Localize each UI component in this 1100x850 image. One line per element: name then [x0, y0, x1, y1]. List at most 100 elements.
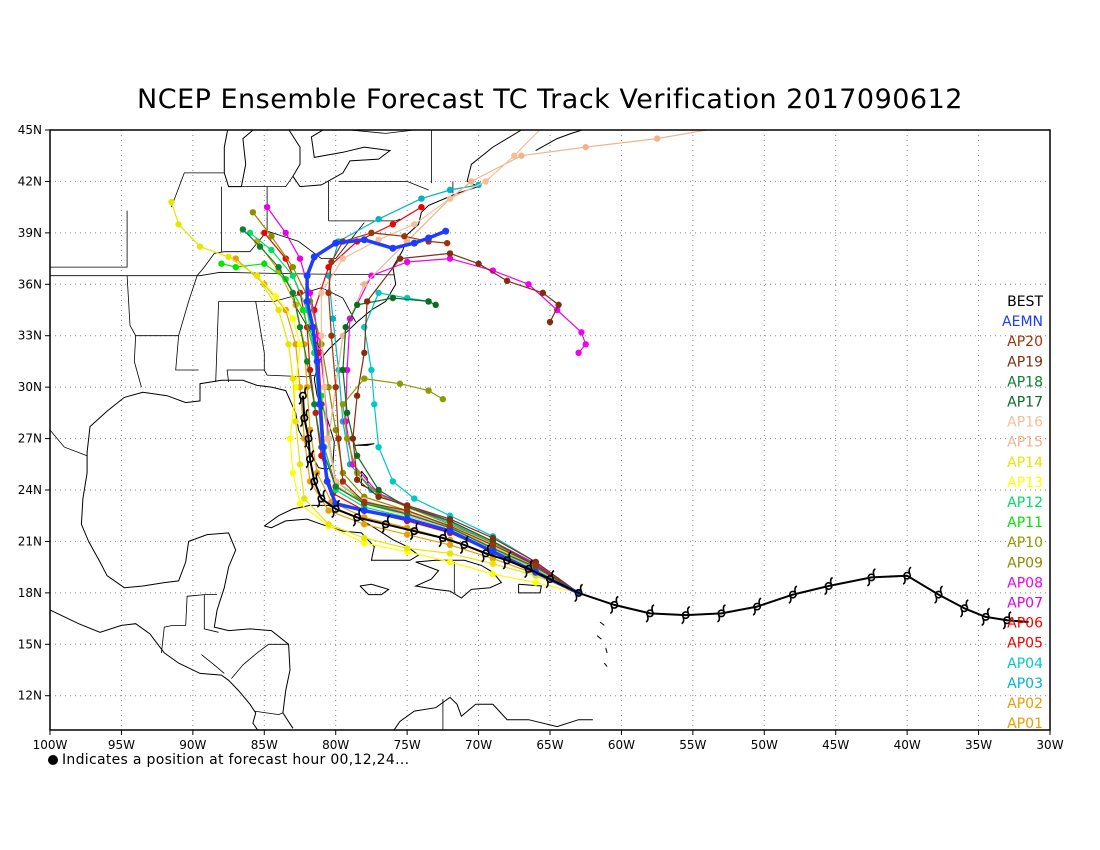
- track-position-dot: [325, 263, 332, 271]
- hurricane-arm: [309, 483, 314, 491]
- y-tick-label: 18N: [18, 586, 42, 600]
- hurricane-arm: [866, 579, 871, 587]
- hurricane-symbol-icon: [824, 576, 834, 596]
- track-position-dot: [289, 289, 297, 297]
- hurricane-symbol-icon: [934, 585, 944, 604]
- track-position-dot: [353, 469, 361, 477]
- track-position-dot: [282, 255, 289, 262]
- track-position-dot: [446, 195, 454, 202]
- track-line: [352, 252, 579, 594]
- hurricane-symbol-icon: [609, 595, 619, 615]
- hurricane-eye: [317, 494, 326, 503]
- border-line: [349, 130, 458, 134]
- track-position-dot: [389, 478, 397, 485]
- track-position-dot: [518, 152, 525, 159]
- hurricane-arm: [651, 604, 655, 612]
- coastline: [518, 583, 543, 594]
- coastline: [413, 559, 503, 599]
- hurricane-arm: [722, 604, 726, 612]
- hurricane-eye: [753, 602, 762, 611]
- track-position-dot: [389, 294, 397, 302]
- track-position-dot: [410, 239, 418, 247]
- track-position-dot: [361, 323, 368, 331]
- track-position-dot: [489, 541, 497, 549]
- track-position-dot: [446, 515, 454, 523]
- hurricane-arm: [459, 546, 464, 555]
- track-position-dot: [396, 255, 404, 262]
- border-line: [161, 594, 218, 653]
- track-position-dot: [582, 341, 589, 348]
- hurricane-eye: [610, 600, 619, 609]
- track-position-dot: [368, 366, 375, 374]
- border-line: [126, 275, 199, 371]
- track-position-dot: [425, 234, 433, 242]
- hurricane-arm: [1002, 622, 1006, 630]
- track-line: [328, 130, 710, 594]
- track-position-dot: [446, 527, 454, 535]
- footnote-text: Indicates a position at forecast hour 00…: [62, 752, 410, 768]
- hurricane-symbol-icon: [866, 568, 876, 587]
- track-position-dot: [328, 332, 335, 339]
- track-position-dot: [403, 545, 411, 552]
- track-line: [342, 297, 579, 594]
- hurricane-eye: [503, 556, 512, 565]
- coastline: [164, 652, 259, 730]
- hurricane-eye: [460, 540, 469, 549]
- track-position-dot: [375, 443, 382, 451]
- track-position-dot: [446, 250, 454, 257]
- track-position-dot: [540, 123, 546, 129]
- x-tick-label: 65W: [536, 738, 563, 752]
- track-position-dot: [335, 435, 342, 442]
- hurricane-eye: [903, 571, 912, 580]
- hurricane-symbol-icon: [902, 566, 912, 585]
- track-position-dot: [418, 195, 425, 202]
- legend-entry-ap09: AP09: [1007, 555, 1043, 571]
- legend: BEST AEMN AP20 AP19 AP18 AP17 AP16 AP15 AP14 AP13…: [1002, 294, 1043, 732]
- track-position-dot: [249, 209, 257, 216]
- hurricane-symbol-icon: [545, 569, 555, 589]
- track-position-dot: [733, 122, 739, 128]
- hurricane-eye: [305, 455, 315, 464]
- hurricane-arm: [824, 587, 828, 596]
- track-position-dot: [375, 289, 382, 297]
- track-position-dot: [361, 498, 368, 506]
- track-position-dot: [443, 239, 451, 247]
- hurricane-arm: [465, 535, 469, 543]
- hurricane-eye: [310, 477, 319, 486]
- hurricane-eye: [331, 504, 340, 513]
- hurricane-eye: [934, 590, 943, 599]
- track-position-dot: [292, 418, 299, 425]
- hurricane-symbol-icon: [981, 607, 991, 627]
- track-position-dot: [446, 255, 454, 262]
- track-position-dot: [389, 244, 397, 252]
- hurricane-arm: [524, 570, 528, 579]
- legend-entry-ap19: AP19: [1007, 354, 1043, 370]
- coastline: [354, 443, 375, 446]
- border-line: [228, 176, 294, 187]
- track-position-dot: [368, 486, 375, 494]
- track-ap20: [325, 229, 582, 597]
- coastline: [535, 130, 584, 152]
- border-line: [201, 654, 225, 674]
- track-position-dot: [446, 541, 454, 549]
- track-position-dot: [261, 260, 268, 267]
- track-position-dot: [489, 560, 497, 567]
- legend-entry-ap06: AP06: [1007, 616, 1043, 632]
- coastline: [599, 621, 605, 626]
- track-position-dot: [489, 267, 497, 274]
- legend-entry-ap18: AP18: [1007, 374, 1043, 390]
- track-position-dot: [296, 323, 304, 331]
- track-position-dot: [511, 152, 518, 159]
- legend-entry-ap03: AP03: [1007, 676, 1043, 692]
- track-position-dot: [363, 298, 371, 305]
- track-position-dot: [343, 435, 351, 442]
- legend-entry-ap11: AP11: [1007, 515, 1043, 531]
- border-line: [178, 222, 365, 336]
- legend-entry-ap01: AP01: [1007, 716, 1043, 732]
- y-tick-label: 42N: [18, 174, 42, 188]
- hurricane-eye: [300, 413, 309, 423]
- hurricane-arm: [336, 499, 341, 507]
- hurricane-arm: [358, 508, 362, 516]
- hurricane-arm: [486, 544, 491, 552]
- hurricane-symbol-icon: [716, 604, 726, 623]
